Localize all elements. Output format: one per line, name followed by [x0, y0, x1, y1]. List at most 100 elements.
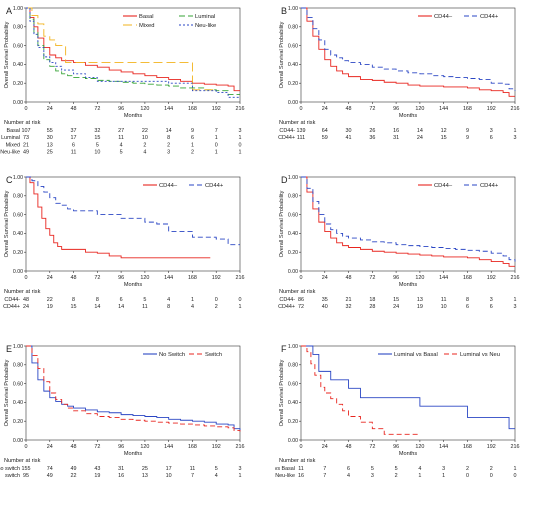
panel-label: E — [6, 344, 12, 354]
y-tick-label: 0.00 — [13, 269, 23, 275]
legend-label: Luminal vs Neu — [460, 352, 500, 358]
x-tick-label: 48 — [71, 444, 77, 450]
y-tick-label: 0.00 — [13, 438, 23, 444]
y-tick-label: 0.80 — [13, 363, 23, 369]
risk-count: 72 — [298, 304, 304, 310]
risk-count: 2 — [395, 473, 398, 479]
risk-count: 13 — [47, 142, 53, 148]
y-tick-label: 0.80 — [288, 194, 298, 200]
y-tick-label: 0.60 — [13, 212, 23, 218]
risk-count: 6 — [490, 304, 493, 310]
y-tick-label: 0.80 — [288, 25, 298, 31]
risk-count: 0 — [215, 142, 218, 148]
y-tick-label: 1.00 — [13, 175, 23, 181]
x-tick-label: 168 — [463, 275, 472, 281]
x-tick-label: 72 — [369, 275, 375, 281]
risk-count: 8 — [466, 297, 469, 303]
risk-count: 5 — [96, 142, 99, 148]
risk-count: 0 — [490, 473, 493, 479]
y-tick-label: 0.00 — [13, 100, 23, 106]
risk-count: 24 — [23, 304, 29, 310]
risk-count: 5 — [215, 466, 218, 472]
risk-count: 5 — [143, 297, 146, 303]
risk-count: 16 — [393, 128, 399, 134]
risk-count: 6 — [120, 297, 123, 303]
risk-count: 14 — [94, 304, 100, 310]
x-tick-label: 24 — [47, 106, 53, 112]
risk-count: 21 — [346, 297, 352, 303]
y-tick-label: 0.20 — [288, 81, 298, 87]
risk-count: 4 — [191, 304, 194, 310]
risk-count: 3 — [371, 473, 374, 479]
risk-count: 43 — [94, 466, 100, 472]
risk-count: 6 — [347, 466, 350, 472]
legend-label: Neu-like — [195, 23, 216, 29]
x-tick-label: 96 — [118, 444, 124, 450]
risk-count: 28 — [369, 304, 375, 310]
risk-count: 16 — [118, 473, 124, 479]
x-tick-label: 120 — [140, 275, 149, 281]
risk-count: 40 — [322, 304, 328, 310]
risk-count: 32 — [94, 128, 100, 134]
km-panel-b: B0.000.200.400.600.801.000 24 48 72 96 120 144… — [278, 6, 520, 141]
x-tick-label: 144 — [164, 444, 173, 450]
risk-count: 6 — [490, 135, 493, 141]
y-tick-label: 0.60 — [288, 381, 298, 387]
legend-label: CD44– — [434, 14, 453, 20]
risk-count: 24 — [393, 304, 399, 310]
risk-count: 1 — [514, 297, 517, 303]
risk-count: 9 — [466, 128, 469, 134]
risk-count: 14 — [417, 128, 423, 134]
x-axis-title: Months — [399, 113, 418, 119]
y-tick-label: 0.20 — [288, 419, 298, 425]
risk-count: 25 — [142, 466, 148, 472]
x-tick-label: 144 — [439, 106, 448, 112]
x-tick-label: 48 — [346, 444, 352, 450]
risk-count: 22 — [71, 473, 77, 479]
legend-label: CD44+ — [480, 183, 499, 189]
risk-count: 1 — [442, 473, 445, 479]
risk-count: 7 — [191, 473, 194, 479]
x-tick-label: 192 — [487, 275, 496, 281]
risk-count: 17 — [71, 135, 77, 141]
x-tick-label: 72 — [94, 275, 100, 281]
y-tick-label: 1.00 — [288, 175, 298, 181]
risk-count: 19 — [47, 304, 53, 310]
risk-count: 14 — [118, 304, 124, 310]
x-tick-label: 216 — [511, 106, 520, 112]
risk-count: 15 — [393, 297, 399, 303]
x-tick-label: 192 — [212, 106, 221, 112]
x-tick-label: 24 — [322, 444, 328, 450]
plot-frame — [300, 345, 516, 441]
risk-count: 3 — [239, 466, 242, 472]
risk-count: 27 — [118, 128, 124, 134]
risk-count: 59 — [322, 135, 328, 141]
y-tick-label: 0.20 — [13, 81, 23, 87]
legend-label: CD44– — [434, 183, 453, 189]
x-tick-label: 192 — [212, 444, 221, 450]
x-tick-label: 216 — [511, 275, 520, 281]
x-tick-label: 120 — [415, 275, 424, 281]
risk-count: 74 — [47, 466, 53, 472]
risk-table-title: Number at risk — [279, 458, 316, 464]
risk-table-title: Number at risk — [279, 120, 316, 126]
survival-curve-3 — [26, 7, 240, 98]
y-tick-label: 0.40 — [13, 62, 23, 68]
risk-count: 15 — [71, 304, 77, 310]
x-tick-label: 96 — [393, 275, 399, 281]
x-tick-label: 144 — [439, 275, 448, 281]
risk-count: 36 — [369, 135, 375, 141]
legend-box — [120, 10, 238, 32]
risk-count: 1 — [514, 466, 517, 472]
y-tick-label: 0.20 — [13, 419, 23, 425]
y-tick-label: 0.60 — [13, 43, 23, 49]
plot-frame — [25, 176, 241, 272]
risk-count: 11 — [298, 466, 304, 472]
risk-count: 7 — [215, 128, 218, 134]
y-tick-label: 0.00 — [288, 269, 298, 275]
risk-count: 12 — [441, 128, 447, 134]
plot-frame — [25, 345, 241, 441]
x-tick-label: 72 — [369, 444, 375, 450]
x-tick-label: 24 — [47, 275, 53, 281]
risk-count: 3 — [490, 128, 493, 134]
